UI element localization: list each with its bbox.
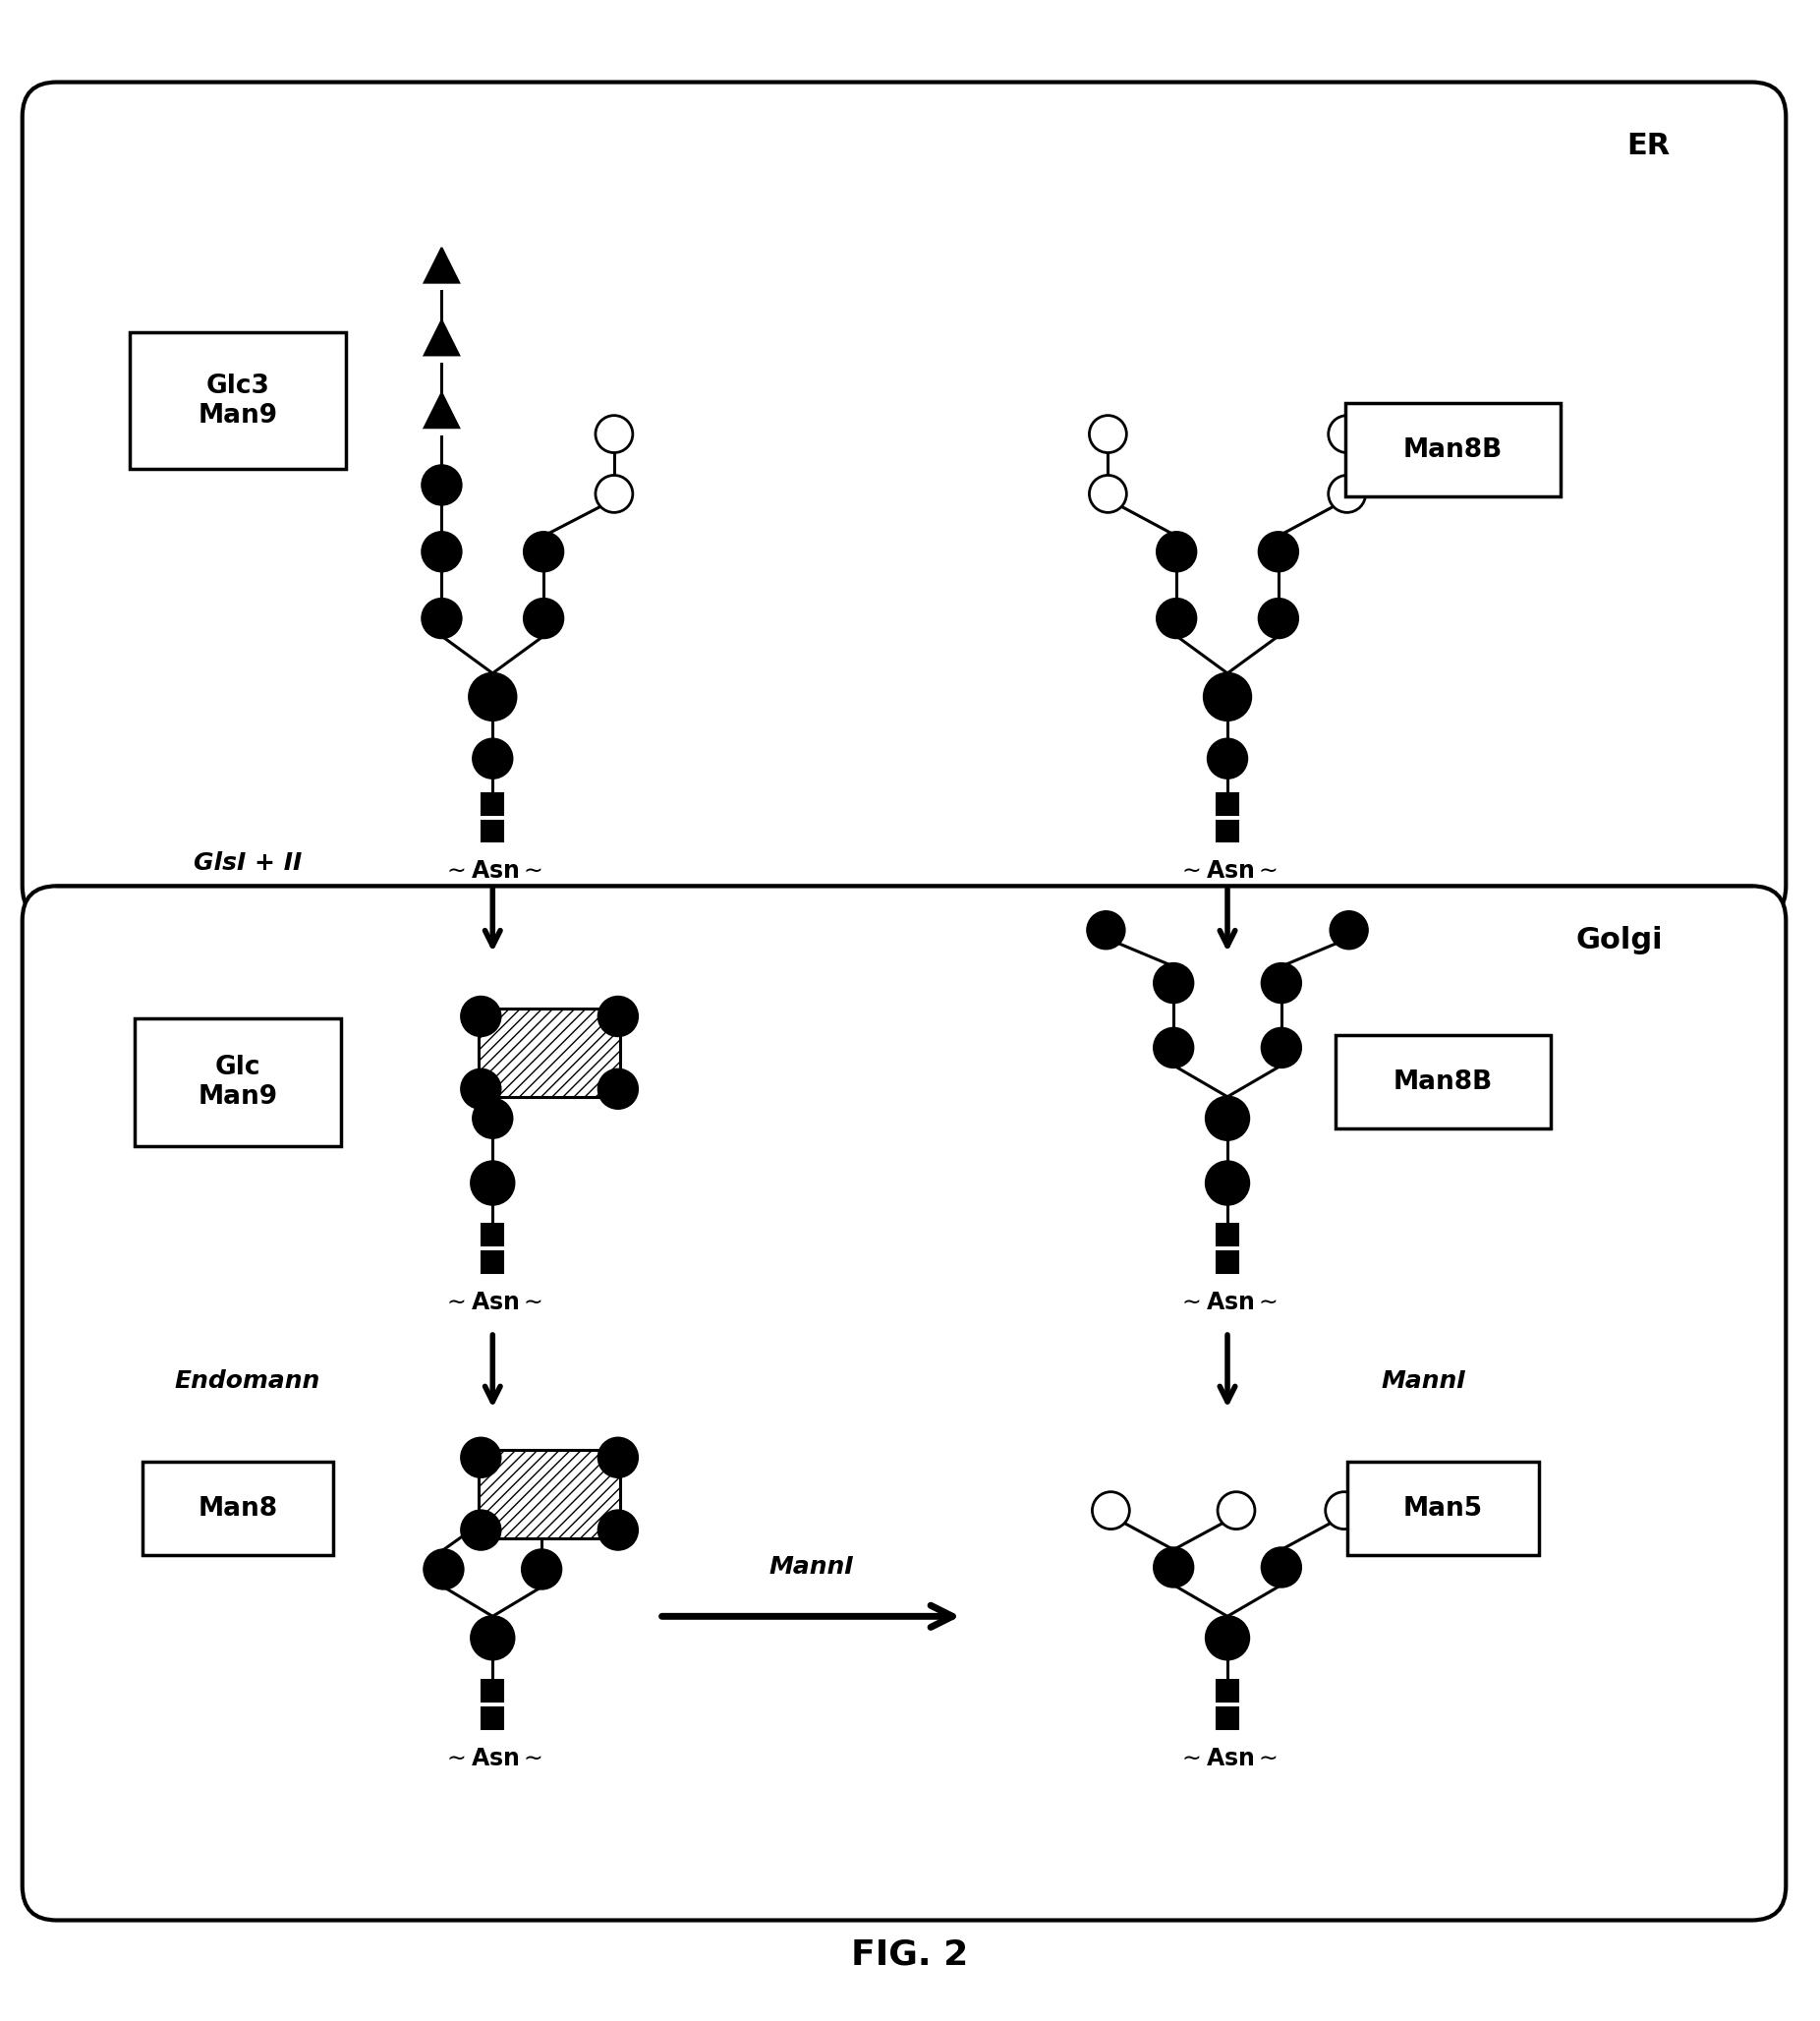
FancyBboxPatch shape	[1216, 1708, 1238, 1730]
FancyBboxPatch shape	[482, 792, 504, 814]
Text: Golgi: Golgi	[1576, 926, 1663, 954]
Text: $\sim$Asn$\sim$: $\sim$Asn$\sim$	[442, 859, 542, 883]
Circle shape	[595, 416, 633, 453]
Text: Glc
Man9: Glc Man9	[198, 1055, 278, 1110]
FancyBboxPatch shape	[482, 1251, 504, 1273]
FancyBboxPatch shape	[1216, 1225, 1238, 1245]
Circle shape	[522, 1550, 561, 1589]
FancyBboxPatch shape	[482, 821, 504, 843]
Circle shape	[422, 465, 460, 505]
FancyBboxPatch shape	[22, 83, 1785, 920]
Circle shape	[460, 1510, 500, 1550]
Circle shape	[599, 996, 637, 1037]
FancyBboxPatch shape	[22, 885, 1785, 1920]
Polygon shape	[424, 319, 459, 356]
Text: Man8: Man8	[198, 1496, 278, 1522]
Circle shape	[1208, 740, 1247, 778]
Circle shape	[460, 1437, 500, 1477]
Circle shape	[1090, 416, 1127, 453]
Circle shape	[460, 996, 500, 1037]
Circle shape	[524, 598, 562, 639]
FancyBboxPatch shape	[142, 1461, 333, 1554]
Circle shape	[1207, 1617, 1249, 1659]
Text: MannI: MannI	[1381, 1370, 1465, 1392]
Circle shape	[595, 475, 633, 513]
Circle shape	[1090, 475, 1127, 513]
Text: GlsI + II: GlsI + II	[193, 851, 302, 875]
Text: $\sim$Asn$\sim$: $\sim$Asn$\sim$	[1178, 859, 1278, 883]
Circle shape	[1154, 1029, 1194, 1067]
Circle shape	[422, 532, 460, 572]
Circle shape	[1158, 532, 1196, 572]
Circle shape	[1218, 1491, 1254, 1530]
Polygon shape	[424, 249, 459, 283]
Circle shape	[1207, 1097, 1249, 1140]
FancyBboxPatch shape	[1347, 1461, 1538, 1554]
FancyBboxPatch shape	[135, 1019, 340, 1146]
Circle shape	[1261, 1029, 1301, 1067]
Circle shape	[1325, 1491, 1363, 1530]
Circle shape	[1087, 911, 1125, 948]
Polygon shape	[424, 392, 459, 428]
FancyBboxPatch shape	[482, 1679, 504, 1702]
Circle shape	[1329, 475, 1365, 513]
Text: $\sim$Asn$\sim$: $\sim$Asn$\sim$	[442, 1746, 542, 1770]
Bar	[479, 1008, 621, 1097]
Circle shape	[1259, 532, 1298, 572]
Circle shape	[1154, 964, 1194, 1002]
FancyBboxPatch shape	[1345, 404, 1560, 497]
Circle shape	[599, 1510, 637, 1550]
Circle shape	[599, 1437, 637, 1477]
Text: Man5: Man5	[1403, 1496, 1483, 1522]
Text: Glc3
Man9: Glc3 Man9	[198, 374, 278, 428]
FancyBboxPatch shape	[1216, 1251, 1238, 1273]
Text: MannI: MannI	[768, 1556, 854, 1578]
Text: $\sim$Asn$\sim$: $\sim$Asn$\sim$	[1178, 1746, 1278, 1770]
FancyBboxPatch shape	[1336, 1035, 1551, 1128]
FancyBboxPatch shape	[1216, 792, 1238, 814]
Text: FIG. 2: FIG. 2	[852, 1938, 968, 1970]
FancyBboxPatch shape	[482, 1225, 504, 1245]
Circle shape	[1158, 598, 1196, 639]
Bar	[479, 1449, 621, 1538]
Circle shape	[1154, 1548, 1194, 1586]
FancyBboxPatch shape	[129, 331, 346, 469]
Circle shape	[473, 1099, 511, 1138]
Circle shape	[599, 1069, 637, 1110]
Text: Man8B: Man8B	[1394, 1069, 1492, 1095]
Circle shape	[1261, 964, 1301, 1002]
Text: $\sim$Asn$\sim$: $\sim$Asn$\sim$	[442, 1291, 542, 1314]
Circle shape	[471, 1617, 515, 1659]
Text: Man8B: Man8B	[1403, 437, 1503, 463]
FancyBboxPatch shape	[482, 1708, 504, 1730]
Circle shape	[424, 1550, 464, 1589]
Text: Endomann: Endomann	[175, 1370, 320, 1392]
Circle shape	[1330, 911, 1367, 948]
Circle shape	[460, 1069, 500, 1110]
Circle shape	[1207, 1162, 1249, 1205]
Circle shape	[1205, 673, 1250, 719]
Circle shape	[1329, 416, 1365, 453]
Circle shape	[473, 740, 511, 778]
Text: $\sim$Asn$\sim$: $\sim$Asn$\sim$	[1178, 1291, 1278, 1314]
Circle shape	[1261, 1548, 1301, 1586]
Circle shape	[524, 532, 562, 572]
Circle shape	[470, 673, 517, 719]
FancyBboxPatch shape	[1216, 821, 1238, 843]
Circle shape	[1259, 598, 1298, 639]
Circle shape	[1092, 1491, 1130, 1530]
Circle shape	[422, 598, 460, 639]
Circle shape	[471, 1162, 515, 1205]
Text: ER: ER	[1627, 131, 1671, 160]
FancyBboxPatch shape	[1216, 1679, 1238, 1702]
